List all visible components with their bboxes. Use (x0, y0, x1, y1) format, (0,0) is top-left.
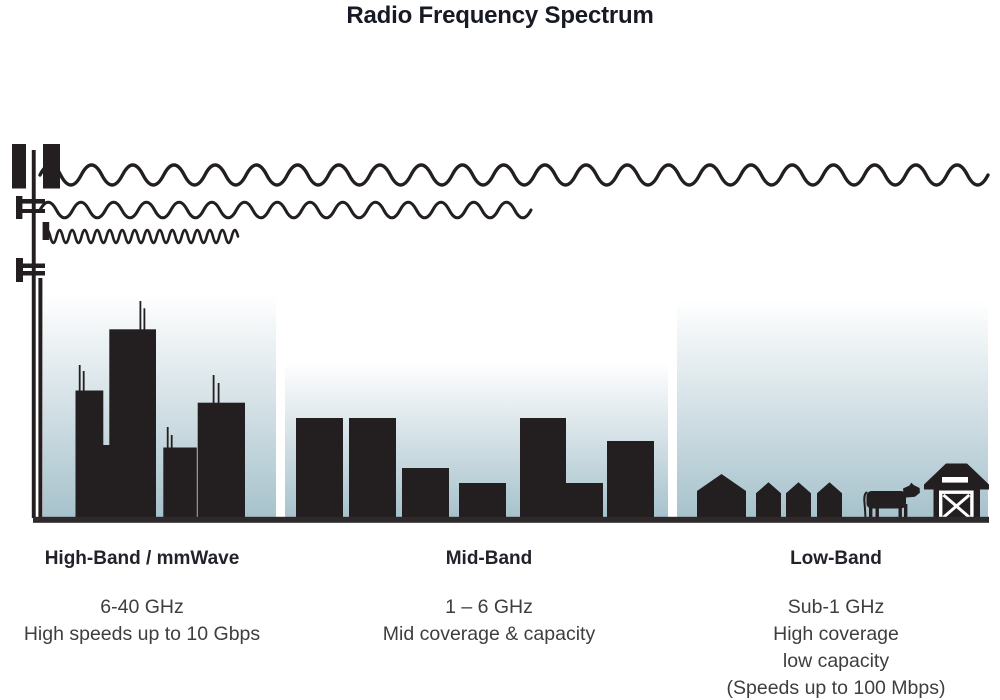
house-icon (817, 482, 842, 518)
house-icon (697, 474, 746, 518)
band-name: Low-Band (790, 548, 882, 569)
high-band-wave (42, 228, 240, 245)
band-name: Mid-Band (445, 548, 533, 569)
mid-band-label: Mid-Band 1 – 6 GHz Mid coverage & capaci… (368, 548, 610, 648)
band-details: Sub-1 GHz High coverage low capacity (Sp… (714, 594, 958, 700)
band-detail-line: Sub-1 GHz (787, 596, 885, 618)
band-detail-line: low capacity (782, 650, 890, 672)
low-band-label: Low-Band Sub-1 GHz High coverage low cap… (714, 548, 958, 700)
house-icon (786, 482, 811, 518)
band-detail-line: (Speeds up to 100 Mbps) (726, 677, 946, 699)
low-band-wave (38, 163, 990, 187)
band-detail-line: High speeds up to 10 Gbps (23, 623, 261, 645)
band-detail-line: 6-40 GHz (100, 596, 184, 618)
house-icon (756, 482, 781, 518)
high-band-skyline (75, 301, 245, 518)
mid-band-skyline (296, 418, 654, 518)
band-detail-line: Mid coverage & capacity (382, 623, 596, 645)
band-details: 1 – 6 GHz Mid coverage & capacity (368, 594, 610, 648)
band-name: High-Band / mmWave (44, 548, 240, 569)
band-detail-line: 1 – 6 GHz (445, 596, 533, 618)
mid-band-wave (38, 200, 533, 220)
barn-icon (924, 463, 989, 519)
low-band-scene (697, 463, 989, 519)
band-details: 6-40 GHz High speeds up to 10 Gbps (18, 594, 266, 648)
page-title: Radio Frequency Spectrum (346, 2, 654, 29)
cell-tower-icon (12, 144, 60, 518)
cow-icon (863, 482, 920, 518)
ground-baseline (33, 516, 989, 523)
high-band-label: High-Band / mmWave 6-40 GHz High speeds … (18, 548, 266, 648)
band-detail-line: High coverage (773, 623, 899, 645)
